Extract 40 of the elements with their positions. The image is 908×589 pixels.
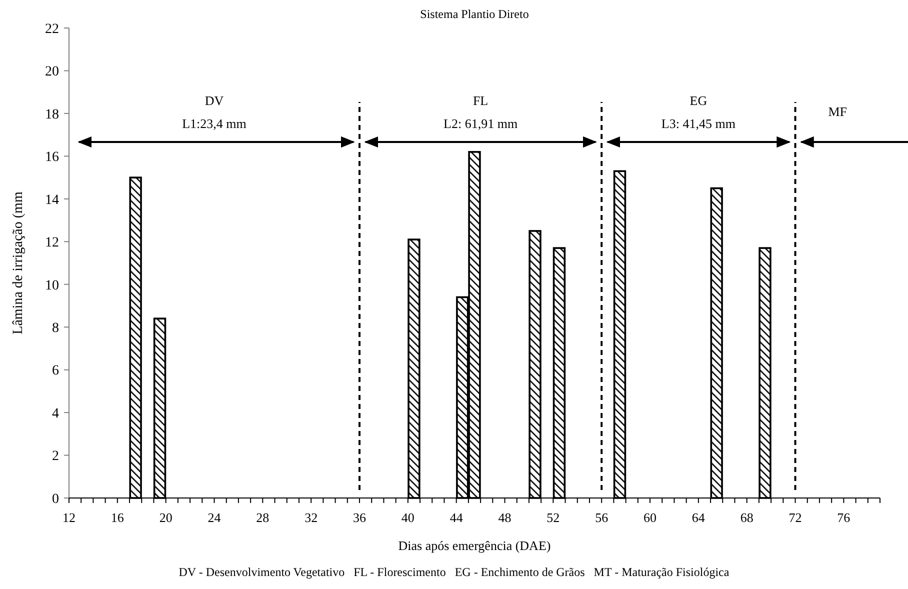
annotation: L2: 61,91 mm: [444, 116, 518, 131]
x-tick-label: 32: [304, 510, 318, 525]
x-tick-label: 72: [788, 510, 802, 525]
text: DV - Desenvolvimento Vegetativo FL - Florescimento EG - Enchimento de Grãos MT - Maturação Fisiológica: [178, 565, 730, 579]
y-tick-label: 8: [52, 320, 59, 336]
x-tick-label: 52: [546, 510, 560, 525]
annotation: EG: [690, 93, 708, 108]
y-tick-label: 16: [45, 150, 59, 166]
y-tick-label: 10: [45, 278, 59, 294]
annotation: FL: [472, 93, 488, 108]
y-tick-label: 6: [52, 364, 59, 379]
y-tick-label: 0: [52, 492, 59, 507]
x-tick-label: 76: [837, 510, 851, 525]
x-tick-label: 16: [110, 510, 124, 525]
x-tick-label: 12: [62, 510, 76, 525]
annotation: L1:23,4 mm: [182, 116, 246, 131]
x-tick-label: 64: [692, 510, 706, 525]
y-tick-label: 20: [45, 64, 59, 80]
x-tick-label: 28: [256, 510, 270, 525]
x-tick-label: 68: [740, 510, 754, 525]
x-tick-label: 48: [498, 510, 512, 525]
chart-title: Sistema Plantio Direto: [420, 7, 529, 21]
x-axis-title: Dias após emergência (DAE): [398, 538, 551, 553]
y-axis-title: Lâmina de irrigação (mm: [11, 192, 26, 334]
x-tick-label: 36: [353, 510, 367, 525]
annotation: DV: [204, 93, 224, 108]
x-tick-label: 24: [208, 510, 222, 525]
y-tick-label: 4: [52, 406, 59, 422]
x-tick-label: 60: [644, 510, 657, 525]
y-tick-label: 2: [52, 449, 59, 464]
annotation: L3: 41,45 mm: [661, 116, 736, 131]
x-tick-label: 20: [159, 510, 172, 525]
y-tick-label: 18: [45, 107, 59, 122]
x-tick-label: 56: [595, 510, 609, 525]
y-tick-label: 14: [45, 192, 59, 208]
y-tick-label: 12: [45, 236, 59, 251]
y-tick-label: 22: [45, 22, 59, 37]
x-tick-label: 44: [450, 510, 464, 525]
annotation: MF: [828, 104, 848, 119]
x-tick-label: 40: [401, 510, 414, 525]
